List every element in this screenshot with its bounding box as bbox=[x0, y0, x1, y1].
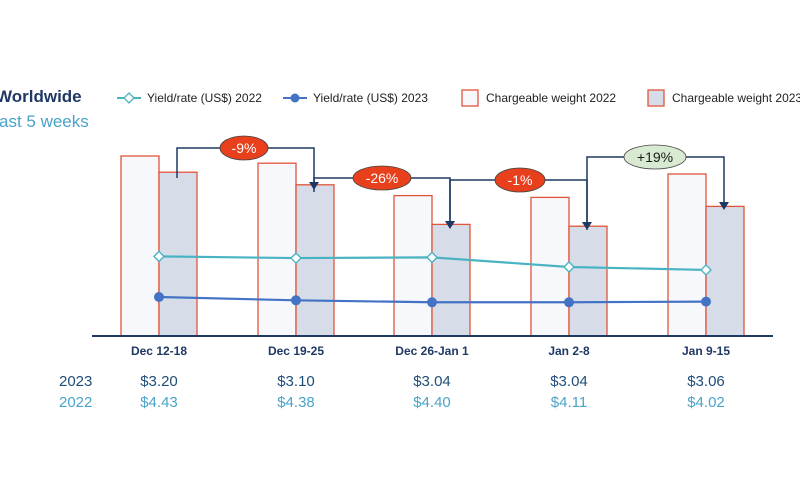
point-yield-2023 bbox=[154, 292, 164, 302]
legend: Yield/rate (US$) 2022 Yield/rate (US$) 20… bbox=[117, 89, 800, 107]
x-tick-label: Dec 26-Jan 1 bbox=[395, 344, 469, 358]
change-badge bbox=[494, 167, 546, 193]
value-row-cell: $4.02 bbox=[687, 394, 725, 411]
connector-arrowhead bbox=[719, 202, 729, 210]
value-row-cell: $3.10 bbox=[277, 373, 315, 390]
bar-chargeable-2023 bbox=[431, 223, 471, 337]
bars bbox=[120, 155, 745, 337]
chart-title-group: Worldwide ast 5 weeks bbox=[0, 87, 89, 131]
point-yield-2023 bbox=[564, 297, 574, 308]
x-tick-label: Dec 12-18 bbox=[131, 344, 187, 358]
change-badge-label: -9% bbox=[232, 140, 257, 156]
legend-label: Chargeable weight 2022 bbox=[486, 91, 616, 105]
bar-chargeable-2022 bbox=[257, 162, 297, 337]
change-badge bbox=[623, 144, 687, 170]
change-badge bbox=[219, 135, 269, 161]
bar-chargeable-2022 bbox=[393, 194, 433, 337]
chart-subtitle: ast 5 weeks bbox=[0, 112, 89, 131]
value-row-cell: $4.40 bbox=[413, 394, 451, 411]
chart-title: Worldwide bbox=[0, 87, 82, 106]
value-row-cell: $4.11 bbox=[551, 394, 587, 411]
x-tick-label: Jan 2-8 bbox=[548, 344, 590, 358]
legend-label: Chargeable weight 2023 bbox=[672, 91, 800, 105]
change-badge-label: +19% bbox=[637, 149, 673, 165]
value-row-label: 2023 bbox=[59, 373, 92, 390]
point-yield-2022 bbox=[153, 250, 165, 263]
value-row-cell: $4.43 bbox=[140, 394, 178, 411]
value-row-cell: $4.38 bbox=[277, 394, 315, 411]
value-rows: 2023 $3.20 $3.10 $3.04 $3.04 $3.06 2022 $4.43 $4… bbox=[59, 373, 725, 411]
point-yield-2023 bbox=[427, 297, 437, 308]
point-yield-2023 bbox=[701, 296, 711, 307]
value-row-cell: $3.20 bbox=[140, 373, 178, 390]
value-row-cell: $3.04 bbox=[413, 373, 451, 390]
lines bbox=[153, 250, 712, 308]
bar-chargeable-2023 bbox=[705, 205, 745, 337]
bar-chargeable-2023 bbox=[568, 225, 608, 337]
point-yield-2023 bbox=[291, 295, 301, 306]
legend-label: Yield/rate (US$) 2023 bbox=[313, 91, 428, 105]
point-yield-2022 bbox=[563, 260, 575, 273]
point-yield-2022 bbox=[290, 252, 302, 265]
value-row-label: 2022 bbox=[59, 394, 92, 411]
x-tick-label: Jan 9-15 bbox=[682, 344, 730, 358]
change-badge-label: -1% bbox=[508, 172, 533, 188]
category-labels: Dec 12-18 Dec 19-25 Dec 26-Jan 1 Jan 2-8 Jan… bbox=[131, 344, 730, 358]
bar-chargeable-2023 bbox=[158, 171, 198, 337]
change-badge-label: -26% bbox=[366, 170, 399, 186]
legend-swatch-box bbox=[647, 89, 665, 107]
bar-chargeable-2022 bbox=[120, 155, 160, 337]
point-yield-2022 bbox=[426, 251, 438, 264]
legend-swatch-marker bbox=[123, 92, 135, 104]
annotations: -9% -26% -1% +19% bbox=[176, 135, 729, 230]
value-row-cell: $3.04 bbox=[550, 373, 588, 390]
change-badge bbox=[352, 165, 412, 191]
bar-chargeable-2022 bbox=[667, 173, 707, 337]
bar-chargeable-2023 bbox=[295, 184, 335, 337]
point-yield-2022 bbox=[700, 263, 712, 276]
legend-swatch-marker bbox=[290, 93, 300, 103]
x-tick-label: Dec 19-25 bbox=[268, 344, 324, 358]
value-row-cell: $3.06 bbox=[687, 373, 725, 390]
legend-label: Yield/rate (US$) 2022 bbox=[147, 91, 262, 105]
legend-swatch-box bbox=[461, 89, 479, 107]
